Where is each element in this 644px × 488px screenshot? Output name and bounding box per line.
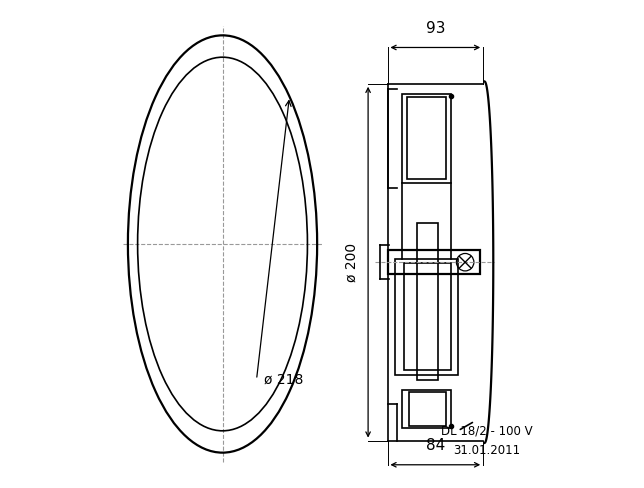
Text: 31.01.2011: 31.01.2011 [453,444,520,457]
Text: 93: 93 [426,20,445,36]
Text: DL 18/2 - 100 V: DL 18/2 - 100 V [441,424,533,437]
Text: ø 200: ø 200 [344,243,358,282]
Text: ø 218: ø 218 [264,373,303,387]
Text: 84: 84 [426,438,445,453]
